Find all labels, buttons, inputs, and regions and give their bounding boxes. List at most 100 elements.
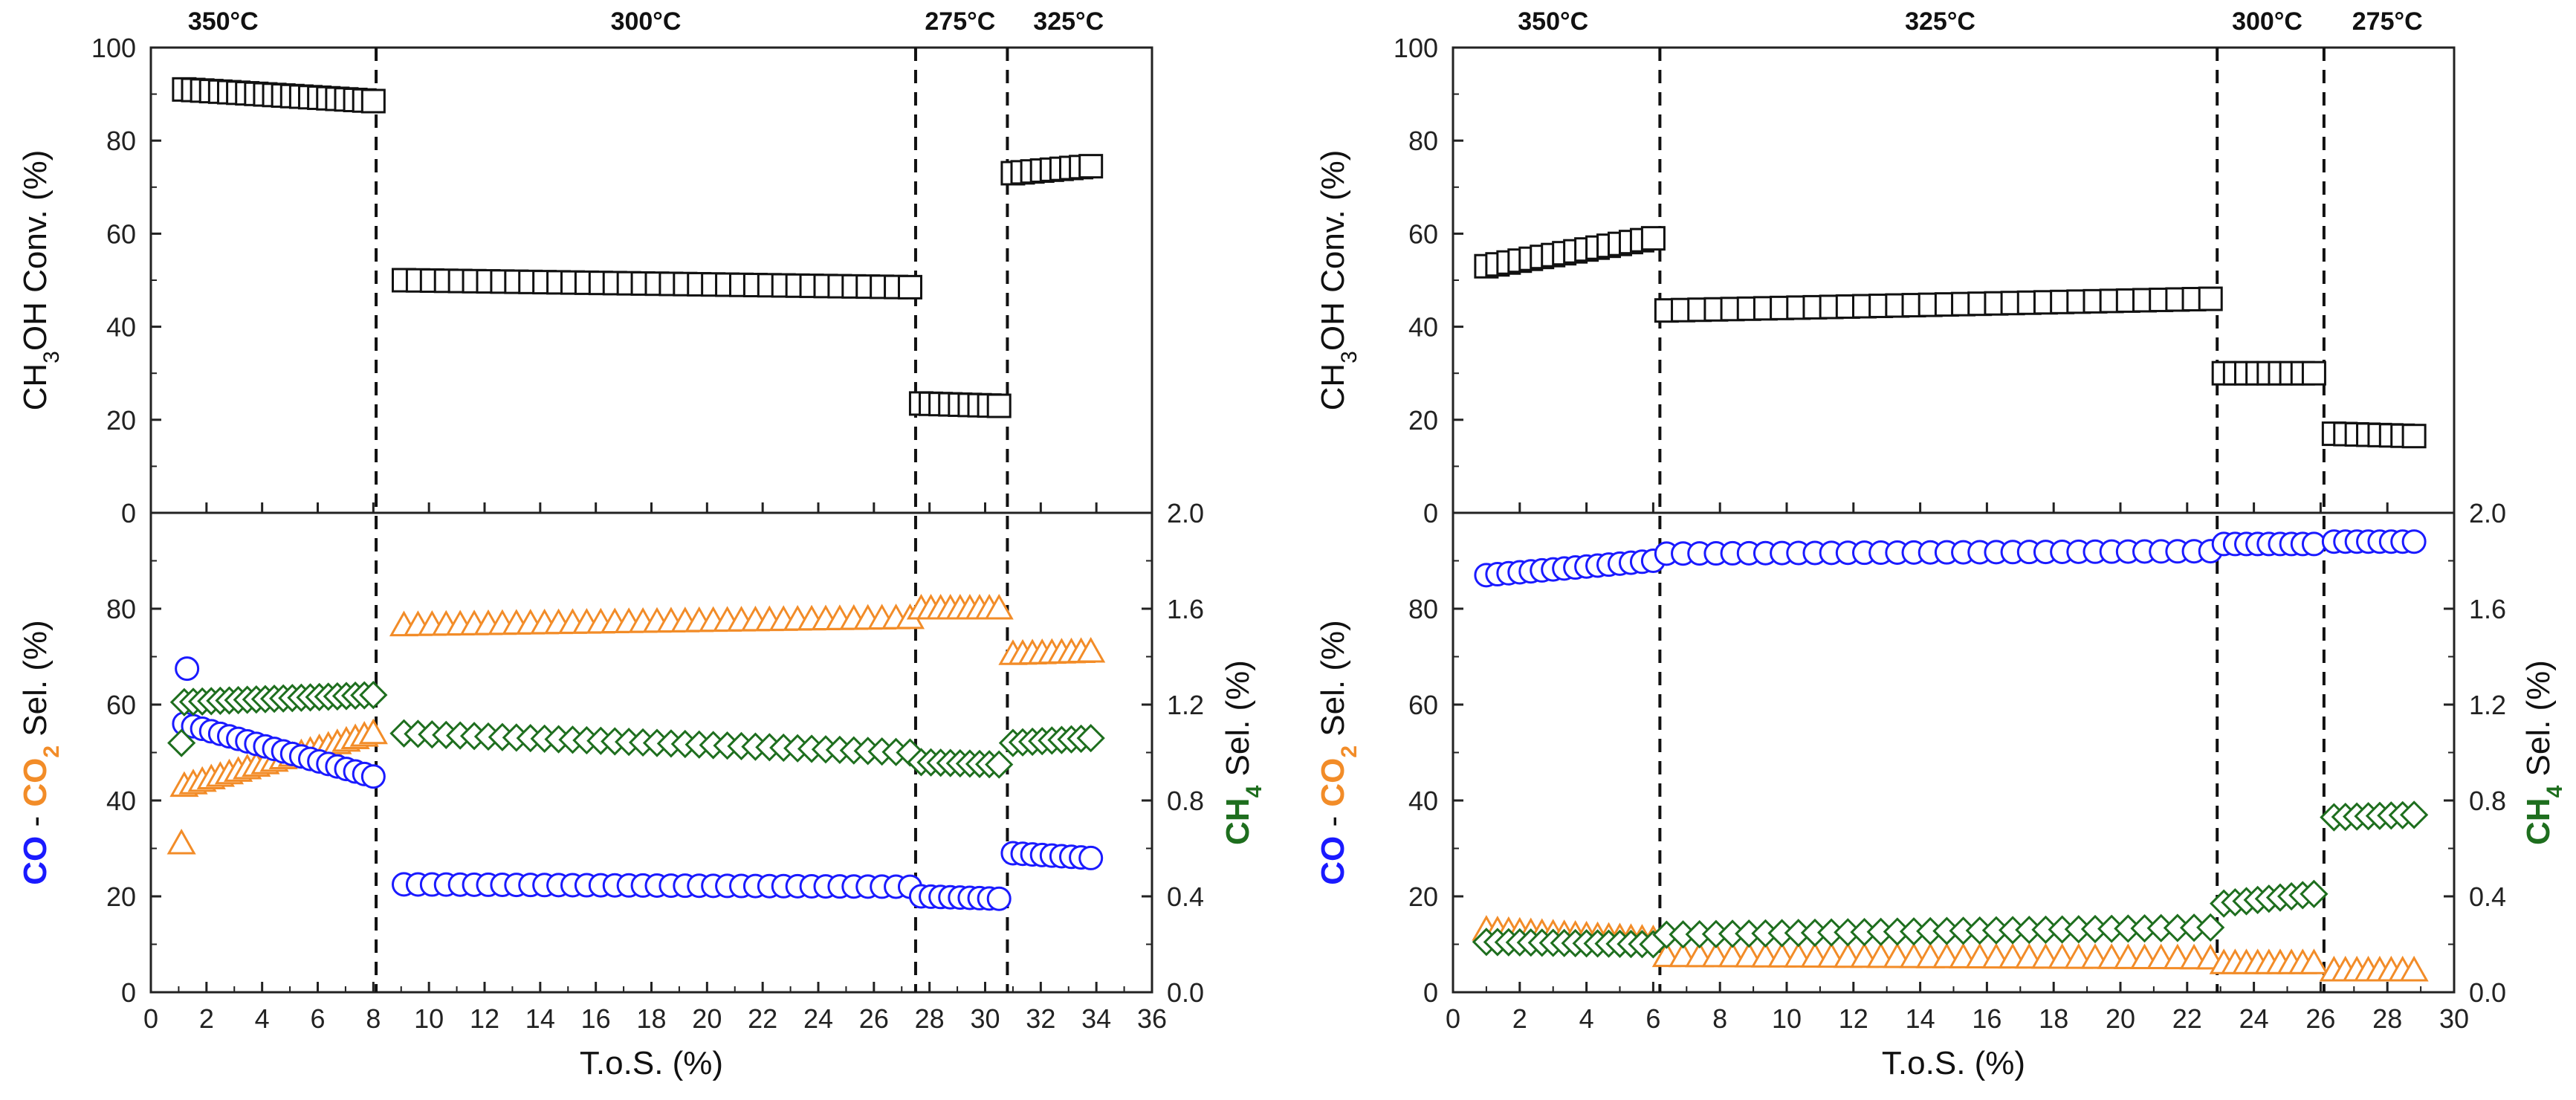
y-axis-title-conversion-part: CH <box>1315 363 1351 411</box>
conversion-point <box>1640 226 1666 251</box>
x-tick-label: 22 <box>748 1003 777 1034</box>
ch4-point <box>2196 913 2225 942</box>
y-axis-title-selectivity-part: CO <box>17 758 54 807</box>
ch4-point <box>167 728 196 757</box>
conversion-point <box>2401 424 2427 449</box>
y-axis-title-conversion-part: 3 <box>39 351 64 363</box>
y-axis-title-selectivity-part: 2 <box>1337 745 1362 758</box>
y-bl-tick-label: 40 <box>106 786 136 816</box>
co-point <box>986 886 1012 911</box>
y-axis-title-conversion-part: 3 <box>1337 351 1362 363</box>
x-tick-label: 0 <box>1446 1003 1460 1034</box>
temperature-label: 275°C <box>925 7 995 36</box>
ch4-point <box>1076 724 1105 753</box>
x-tick-label: 30 <box>2439 1003 2469 1034</box>
y-bl-tick-label: 0 <box>121 977 136 1008</box>
conversion-point <box>897 274 922 300</box>
y-br-tick-label: 0.8 <box>2469 786 2506 816</box>
conversion-point <box>986 393 1012 418</box>
y-top-tick-label: 60 <box>106 219 136 249</box>
y-axis-title-ch4-part: Sel. (%) <box>2520 660 2557 786</box>
y-axis-title-ch4-part: CH <box>2520 798 2557 845</box>
x-tick-label: 26 <box>859 1003 889 1034</box>
y-axis-title-selectivity-part: CO <box>17 836 54 885</box>
x-tick-label: 16 <box>1972 1003 2001 1034</box>
x-tick-label: 6 <box>310 1003 325 1034</box>
y-bl-tick-label: 60 <box>106 690 136 720</box>
x-tick-label: 32 <box>1026 1003 1055 1034</box>
x-tick-label: 12 <box>1839 1003 1868 1034</box>
x-tick-label: 10 <box>1772 1003 1802 1034</box>
y-top-tick-label: 20 <box>106 405 136 436</box>
co-point <box>1078 845 1104 870</box>
temperature-label: 350°C <box>188 7 259 36</box>
ch4-point <box>985 750 1014 779</box>
y-bl-tick-label: 20 <box>1408 881 1438 912</box>
y-br-tick-label: 1.6 <box>2469 594 2506 624</box>
co-point <box>2301 531 2326 557</box>
y-br-tick-label: 0.4 <box>2469 881 2506 912</box>
y-br-tick-label: 2.0 <box>1167 498 1204 528</box>
ch4-point <box>2399 800 2429 829</box>
temperature-label: 325°C <box>1033 7 1104 36</box>
conversion-point <box>1078 154 1104 179</box>
y-top-tick-label: 20 <box>1408 405 1438 436</box>
y-axis-title-selectivity-part: Sel. (%) <box>17 620 54 745</box>
y-bl-tick-label: 40 <box>1408 786 1438 816</box>
y-axis-title-selectivity: CO - CO2 Sel. (%) <box>17 620 64 885</box>
co-point <box>2401 529 2427 554</box>
y-axis-title-conversion: CH3OH Conv. (%) <box>17 150 64 411</box>
co2-point <box>2399 955 2429 982</box>
y-axis-title-ch4-part: 4 <box>1242 785 1266 798</box>
y-axis-title-conversion: CH3OH Conv. (%) <box>1315 150 1362 411</box>
x-tick-label: 2 <box>1512 1003 1527 1034</box>
x-tick-label: 2 <box>199 1003 214 1034</box>
y-br-tick-label: 0.0 <box>1167 977 1204 1008</box>
y-axis-title-selectivity-part: CO <box>1315 758 1351 807</box>
y-br-tick-label: 1.6 <box>1167 594 1204 624</box>
x-axis-title: T.o.S. (%) <box>580 1045 723 1081</box>
y-axis-title-selectivity-part: - <box>17 807 54 836</box>
x-tick-label: 10 <box>414 1003 444 1034</box>
y-top-tick-label: 80 <box>106 126 136 156</box>
co-point <box>175 656 200 682</box>
y-top-tick-label: 80 <box>1408 126 1438 156</box>
temperature-label: 350°C <box>1518 7 1588 36</box>
y-top-tick-label: 0 <box>1423 498 1438 528</box>
x-tick-label: 12 <box>470 1003 499 1034</box>
x-tick-label: 20 <box>692 1003 722 1034</box>
y-axis-title-ch4-part: CH <box>1220 798 1256 845</box>
y-br-tick-label: 0.8 <box>1167 786 1204 816</box>
y-axis-title-selectivity-part: Sel. (%) <box>1315 620 1351 745</box>
left-panel: 0 2 4 6 8 10 12 14 16 18 20 22 24 26 28 30 32 34 360204060… <box>17 7 1266 1081</box>
x-tick-label: 18 <box>2039 1003 2068 1034</box>
x-tick-label: 6 <box>1645 1003 1660 1034</box>
temperature-label: 325°C <box>1905 7 1975 36</box>
y-bl-tick-label: 80 <box>106 594 136 624</box>
temperature-label: 300°C <box>2232 7 2302 36</box>
co2-point <box>166 829 196 855</box>
y-axis-title-selectivity: CO - CO2 Sel. (%) <box>1315 620 1362 885</box>
x-tick-label: 8 <box>1712 1003 1727 1034</box>
y-br-tick-label: 2.0 <box>2469 498 2506 528</box>
co2-point <box>358 718 388 745</box>
x-tick-label: 24 <box>2239 1003 2269 1034</box>
y-top-tick-label: 100 <box>1394 33 1438 63</box>
ch4-point <box>2300 879 2329 908</box>
y-br-tick-label: 0.0 <box>2469 977 2506 1008</box>
co2-point <box>1076 637 1106 663</box>
x-tick-label: 0 <box>143 1003 158 1034</box>
x-tick-label: 14 <box>1906 1003 1935 1034</box>
y-axis-title-conversion-part: OH Conv. (%) <box>1315 150 1351 352</box>
right-panel: 0 2 4 6 8 10 12 14 16 18 20 22 24 26 28 300204060801000… <box>1315 7 2567 1081</box>
y-axis-title-ch4-part: 4 <box>2543 785 2567 798</box>
y-br-tick-label: 1.2 <box>2469 690 2506 720</box>
conversion-point <box>360 88 386 114</box>
x-axis-title: T.o.S. (%) <box>1882 1045 2025 1081</box>
x-tick-label: 4 <box>1579 1003 1594 1034</box>
y-axis-title-conversion-part: OH Conv. (%) <box>17 150 54 352</box>
x-tick-label: 8 <box>366 1003 381 1034</box>
y-axis-title-selectivity-part: CO <box>1315 836 1351 885</box>
y-top-tick-label: 40 <box>106 312 136 343</box>
x-tick-label: 18 <box>636 1003 666 1034</box>
